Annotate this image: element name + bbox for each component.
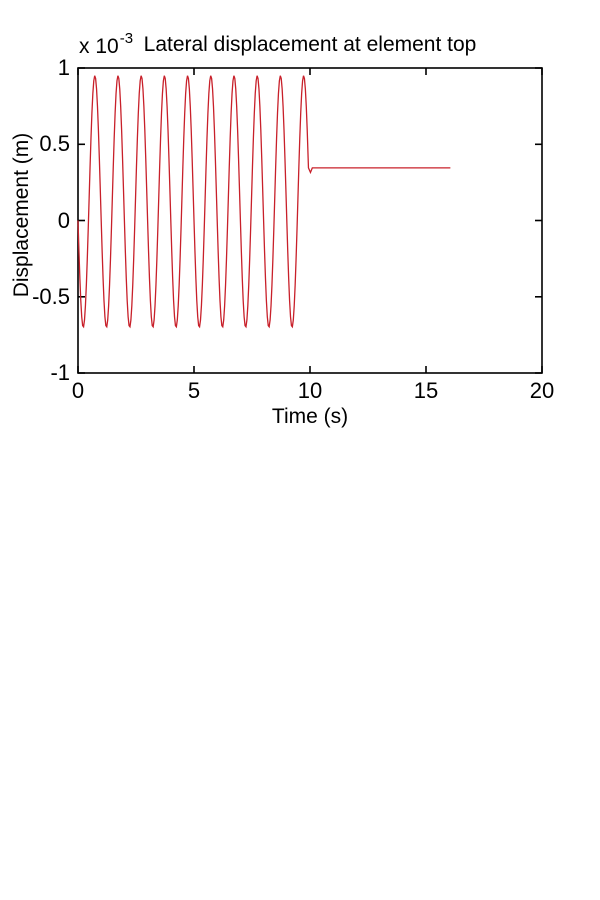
y-tick-label: 1 — [57, 55, 70, 80]
tick-marks — [77, 67, 543, 374]
x-tick-label: 10 — [297, 378, 323, 403]
y-tick-label: -0.5 — [32, 283, 70, 309]
y-tick-label: 0 — [57, 207, 70, 233]
x-axis-label: Time (s) — [271, 405, 349, 428]
y-axis-exponent-label: x 10-3 — [79, 30, 134, 59]
y-tick-label: -1 — [50, 360, 70, 385]
x-tick-label: 0 — [71, 378, 85, 403]
plot-area — [77, 67, 543, 374]
displacement-curve — [77, 75, 451, 329]
exponent-value: -3 — [119, 30, 134, 47]
exponent-prefix: x 10 — [79, 35, 119, 58]
x-tick-label: 20 — [529, 378, 555, 403]
x-tick-label: 5 — [187, 378, 201, 403]
y-tick-label: 0.5 — [39, 131, 70, 157]
x-tick-label: 15 — [413, 378, 439, 403]
chart-title: Lateral displacement at element top — [143, 33, 477, 56]
